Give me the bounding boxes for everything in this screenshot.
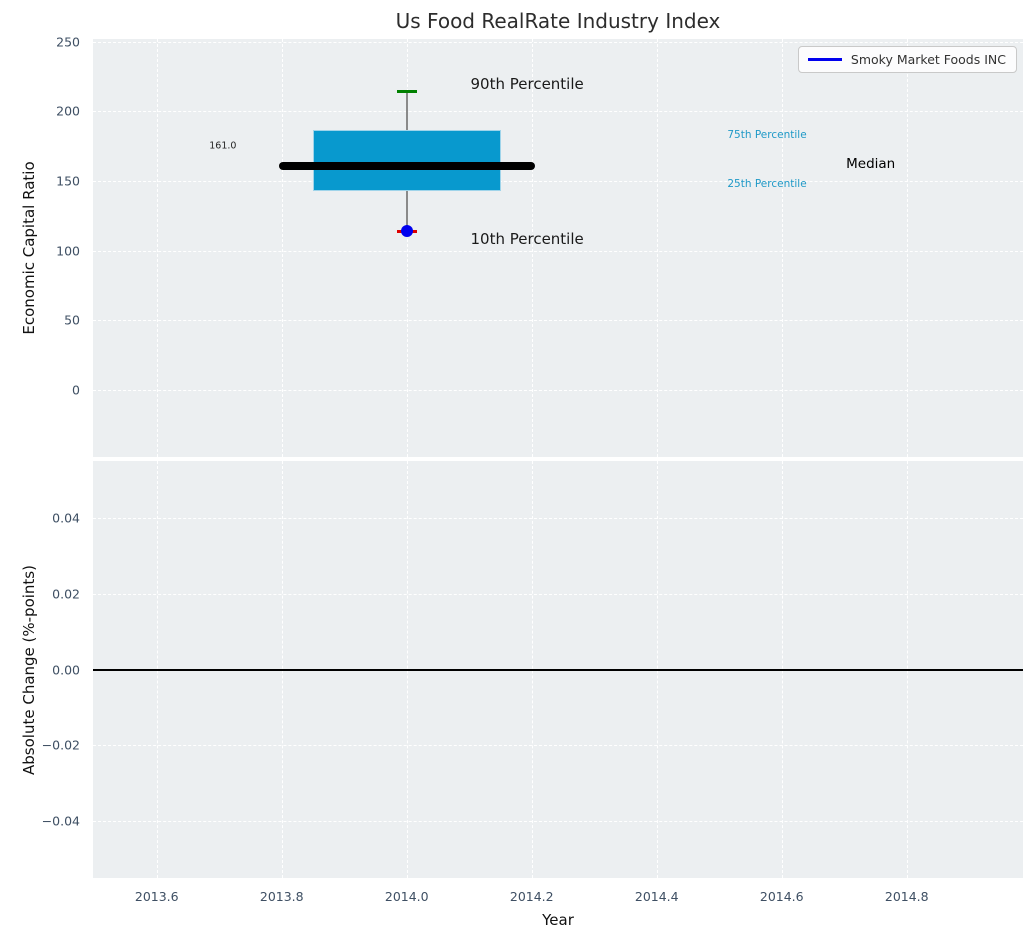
annotation-p90-label: 90th Percentile — [470, 74, 584, 93]
x-tick-label: 2014.2 — [509, 889, 554, 904]
gridline-y — [93, 181, 1023, 183]
annotation-median-label: Median — [846, 156, 896, 173]
legend: Smoky Market Foods INC — [797, 46, 1017, 73]
gridline-y — [93, 111, 1023, 113]
gridline-y — [93, 250, 1023, 252]
annotation-median-value: 161.0 — [209, 140, 237, 152]
y-tick-label: 200 — [56, 103, 80, 119]
x-axis-label: Year — [542, 911, 574, 929]
x-tick-label: 2013.6 — [134, 889, 179, 904]
gridline-y — [93, 745, 1023, 747]
annotation-q3-label: 75th Percentile — [727, 129, 807, 142]
gridline-y — [93, 41, 1023, 43]
gridline-x — [406, 39, 408, 457]
annotation-p10-label: 10th Percentile — [470, 229, 584, 248]
y-tick-label: 250 — [56, 34, 80, 50]
gridline-y — [93, 390, 1023, 392]
gridline-y — [93, 518, 1023, 520]
y-tick-label: 0 — [72, 382, 80, 398]
y-tick-label: 50 — [64, 312, 80, 328]
legend-line-swatch — [807, 58, 842, 61]
gridline-x — [156, 39, 158, 457]
gridline-x — [656, 39, 658, 457]
chart-title: Us Food RealRate Industry Index — [395, 9, 721, 33]
gridline-y — [93, 593, 1023, 595]
iqr-box — [313, 129, 501, 191]
median-line — [278, 161, 535, 170]
x-tick-label: 2014.4 — [634, 889, 679, 904]
bottom-plot-area — [93, 461, 1023, 878]
gridline-x — [906, 39, 908, 457]
gridline-x — [531, 39, 533, 457]
y-tick-label: −0.04 — [41, 813, 80, 829]
gridline-y — [93, 320, 1023, 322]
x-tick-label: 2014.6 — [759, 889, 804, 904]
x-tick-label: 2014.0 — [384, 889, 429, 904]
top-plot-area: Smoky Market Foods INC 90th Percentile 10… — [93, 39, 1023, 457]
gridline-x — [781, 39, 783, 457]
y-tick-label: 0.04 — [52, 510, 80, 526]
company-data-point — [400, 225, 413, 238]
y-tick-label: 150 — [56, 173, 80, 189]
p90-cap — [396, 90, 417, 94]
y-tick-label: −0.02 — [41, 737, 80, 753]
annotation-q1-label: 25th Percentile — [727, 177, 807, 190]
zero-line — [93, 668, 1023, 671]
x-tick-label: 2013.8 — [259, 889, 304, 904]
gridline-y — [93, 820, 1023, 822]
y-tick-label: 0.00 — [52, 662, 80, 677]
x-tick-label: 2014.8 — [884, 889, 929, 904]
gridline-x — [281, 39, 283, 457]
legend-label: Smoky Market Foods INC — [850, 52, 1006, 67]
y-tick-label: 100 — [56, 243, 80, 259]
y-tick-label: 0.02 — [52, 586, 80, 602]
